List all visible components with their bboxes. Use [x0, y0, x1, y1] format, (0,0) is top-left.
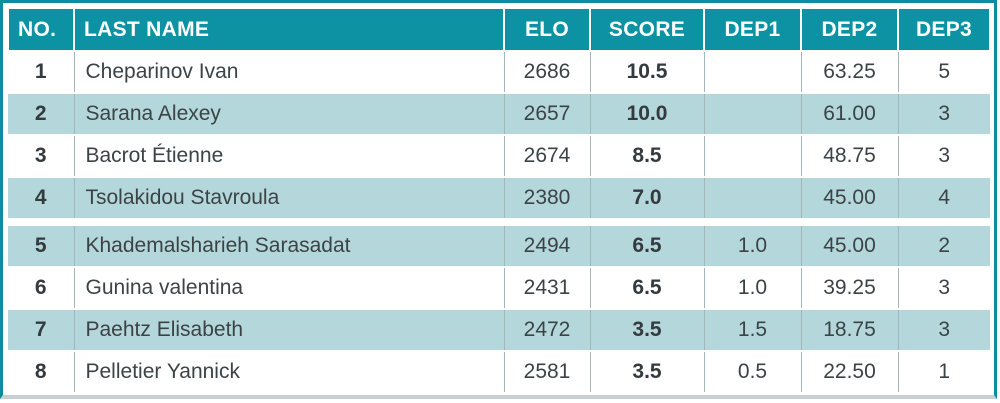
section-divider: [8, 219, 990, 225]
table-row: 8 Pelletier Yannick 2581 3.5 0.5 22.50 1: [8, 350, 990, 394]
cell-no: 3: [8, 134, 75, 178]
cell-elo: 2380: [503, 176, 591, 220]
cell-dep3: 3: [897, 266, 990, 310]
cell-dep3: 3: [897, 134, 990, 178]
cell-no: 7: [8, 308, 75, 352]
standings-table: NO. LAST NAME ELO SCORE DEP1 DEP2 DEP3 1…: [7, 7, 991, 394]
cell-dep1: 1.0: [703, 266, 802, 310]
cell-dep3: 1: [897, 350, 990, 394]
cell-dep1: [703, 50, 802, 94]
cell-dep3: 5: [897, 50, 990, 94]
cell-score: 10.5: [589, 50, 705, 94]
cell-no: 4: [8, 176, 75, 220]
cell-elo: 2494: [503, 224, 591, 268]
cell-name: Sarana Alexey: [73, 92, 505, 136]
section-divider-cell: [8, 219, 990, 225]
column-header-dep1: DEP1: [703, 7, 802, 52]
column-header-score: SCORE: [589, 7, 705, 52]
cell-no: 5: [8, 224, 75, 268]
cell-dep2: 18.75: [800, 308, 899, 352]
cell-score: 10.0: [589, 92, 705, 136]
cell-dep1: 0.5: [703, 350, 802, 394]
cell-elo: 2657: [503, 92, 591, 136]
cell-dep2: 63.25: [800, 50, 899, 94]
cell-dep3: 2: [897, 224, 990, 268]
cell-elo: 2581: [503, 350, 591, 394]
cell-no: 1: [8, 50, 75, 94]
cell-no: 6: [8, 266, 75, 310]
cell-name: Bacrot Étienne: [73, 134, 505, 178]
cell-dep2: 45.00: [800, 176, 899, 220]
cell-dep2: 48.75: [800, 134, 899, 178]
cell-elo: 2674: [503, 134, 591, 178]
cell-score: 3.5: [589, 308, 705, 352]
cell-elo: 2431: [503, 266, 591, 310]
cell-no: 8: [8, 350, 75, 394]
table-row: 7 Paehtz Elisabeth 2472 3.5 1.5 18.75 3: [8, 308, 990, 352]
cell-name: Gunina valentina: [73, 266, 505, 310]
cell-name: Cheparinov Ivan: [73, 50, 505, 94]
cell-dep3: 3: [897, 308, 990, 352]
cell-name: Khademalsharieh Sarasadat: [73, 224, 505, 268]
cell-dep2: 39.25: [800, 266, 899, 310]
standings-table-body: 1 Cheparinov Ivan 2686 10.5 63.25 5 2 Sarana Al…: [8, 50, 990, 394]
cell-name: Paehtz Elisabeth: [73, 308, 505, 352]
cell-dep1: 1.5: [703, 308, 802, 352]
cell-dep1: 1.0: [703, 224, 802, 268]
table-header: NO. LAST NAME ELO SCORE DEP1 DEP2 DEP3: [7, 7, 991, 52]
cell-score: 7.0: [589, 176, 705, 220]
column-header-dep3: DEP3: [897, 7, 991, 52]
table-row: 4 Tsolakidou Stavroula 2380 7.0 45.00 4: [8, 176, 990, 220]
cell-dep1: [703, 92, 802, 136]
cell-dep3: 4: [897, 176, 990, 220]
column-header-dep2: DEP2: [800, 7, 899, 52]
table-row: 5 Khademalsharieh Sarasadat 2494 6.5 1.0 45.0…: [8, 224, 990, 268]
cell-name: Pelletier Yannick: [73, 350, 505, 394]
cell-dep2: 61.00: [800, 92, 899, 136]
column-header-elo: ELO: [503, 7, 591, 52]
header-row: NO. LAST NAME ELO SCORE DEP1 DEP2 DEP3: [7, 7, 991, 52]
cell-elo: 2472: [503, 308, 591, 352]
table-row: 3 Bacrot Étienne 2674 8.5 48.75 3: [8, 134, 990, 178]
table-row: 2 Sarana Alexey 2657 10.0 61.00 3: [8, 92, 990, 136]
cell-dep2: 45.00: [800, 224, 899, 268]
cell-dep1: [703, 134, 802, 178]
cell-no: 2: [8, 92, 75, 136]
cell-score: 3.5: [589, 350, 705, 394]
cell-dep3: 3: [897, 92, 990, 136]
cell-dep1: [703, 176, 802, 220]
table-row: 6 Gunina valentina 2431 6.5 1.0 39.25 3: [8, 266, 990, 310]
cell-name: Tsolakidou Stavroula: [73, 176, 505, 220]
column-header-no: NO.: [7, 7, 75, 52]
cell-score: 8.5: [589, 134, 705, 178]
cell-dep2: 22.50: [800, 350, 899, 394]
table-row: 1 Cheparinov Ivan 2686 10.5 63.25 5: [8, 50, 990, 94]
cell-elo: 2686: [503, 50, 591, 94]
column-header-name: LAST NAME: [73, 7, 505, 52]
cell-score: 6.5: [589, 266, 705, 310]
cell-score: 6.5: [589, 224, 705, 268]
